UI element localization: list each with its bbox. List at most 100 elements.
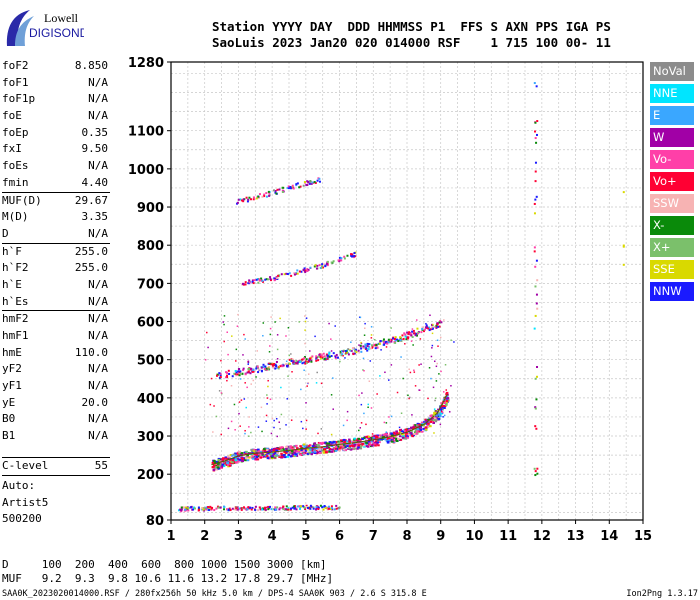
echo-point	[250, 448, 253, 451]
echo-point	[306, 506, 309, 509]
echo-point	[269, 345, 271, 347]
echo-point	[265, 195, 268, 198]
echo-point	[533, 212, 536, 215]
echo-point	[270, 508, 273, 511]
echo-point	[332, 440, 336, 443]
parameter-name: fxI	[2, 142, 22, 156]
echo-point	[355, 445, 359, 448]
echo-point	[440, 321, 443, 324]
echo-point	[240, 452, 244, 455]
echo-point	[359, 445, 363, 448]
echo-point	[334, 443, 338, 446]
echo-point	[345, 440, 349, 443]
echo-point	[306, 268, 309, 271]
echo-point	[255, 278, 258, 281]
echo-point	[535, 293, 538, 296]
echo-point	[275, 360, 278, 363]
echo-point	[339, 352, 342, 355]
echo-point	[315, 382, 318, 384]
echo-point	[534, 474, 537, 477]
echo-point	[271, 454, 275, 457]
echo-point	[334, 441, 338, 444]
echo-point	[325, 357, 328, 360]
echo-point	[295, 453, 298, 456]
echo-point	[231, 507, 234, 510]
echo-point	[433, 432, 435, 434]
echo-point	[275, 366, 278, 369]
echo-point	[235, 374, 238, 377]
echo-point	[220, 465, 224, 468]
echo-point	[220, 433, 223, 436]
parameter-name: foF1p	[2, 92, 36, 106]
echo-point	[328, 322, 330, 325]
echo-point	[418, 389, 420, 391]
echo-point	[294, 362, 297, 365]
echo-point	[367, 343, 370, 346]
echo-point	[307, 268, 310, 271]
echo-point	[210, 507, 213, 510]
echo-point	[380, 435, 383, 438]
echo-point	[262, 334, 264, 337]
echo-point	[415, 424, 419, 427]
echo-point	[446, 397, 450, 400]
echo-point	[433, 417, 437, 420]
echo-point	[320, 382, 323, 385]
echo-point	[304, 360, 307, 363]
echo-point	[315, 359, 318, 362]
echo-point	[312, 506, 315, 509]
echo-point	[430, 377, 432, 380]
parameter-name: hmF1	[2, 329, 29, 342]
echo-point	[297, 450, 300, 453]
echo-point	[215, 468, 219, 471]
x-tick-label: 1	[166, 529, 175, 544]
echo-point	[234, 459, 238, 462]
y-tick-label: 900	[137, 201, 164, 216]
echo-point	[200, 508, 203, 511]
echo-point	[320, 442, 324, 445]
echo-point	[400, 428, 403, 431]
echo-point	[363, 445, 366, 448]
echo-point	[295, 184, 298, 187]
echo-point	[263, 367, 266, 370]
echo-point	[209, 505, 212, 508]
echo-point	[342, 349, 345, 352]
echo-point	[408, 331, 411, 334]
echo-point	[289, 446, 292, 449]
x-tick-label: 5	[301, 529, 310, 544]
echo-point	[304, 329, 306, 331]
echo-point	[292, 360, 295, 363]
echo-point	[374, 441, 377, 444]
echo-point	[377, 438, 380, 441]
echo-point	[302, 450, 306, 453]
echo-point	[237, 313, 239, 316]
echo-point	[270, 432, 273, 435]
echo-point	[296, 505, 299, 508]
echo-point	[321, 265, 324, 268]
echo-point	[285, 505, 288, 508]
echo-point	[270, 363, 273, 366]
echo-point	[407, 394, 409, 397]
echo-point	[416, 428, 420, 431]
parameter-value: 3.35	[81, 210, 109, 224]
echo-point	[441, 404, 445, 407]
echo-point	[236, 451, 240, 454]
echo-point	[362, 357, 365, 360]
echo-point	[438, 412, 441, 415]
echo-point	[622, 244, 625, 247]
echo-point	[315, 355, 318, 358]
echo-point	[239, 455, 243, 458]
echo-point	[436, 362, 438, 365]
echo-point	[413, 424, 417, 427]
echo-point	[264, 508, 267, 511]
echo-point	[416, 327, 419, 330]
echo-point	[361, 437, 364, 440]
echo-point	[395, 440, 399, 443]
echo-point	[354, 255, 357, 258]
echo-point	[226, 508, 229, 511]
echo-point	[257, 281, 260, 284]
echo-point	[266, 452, 269, 455]
echo-point	[340, 354, 343, 357]
echo-point	[304, 315, 306, 317]
echo-point	[273, 447, 276, 450]
echo-point	[400, 356, 402, 358]
